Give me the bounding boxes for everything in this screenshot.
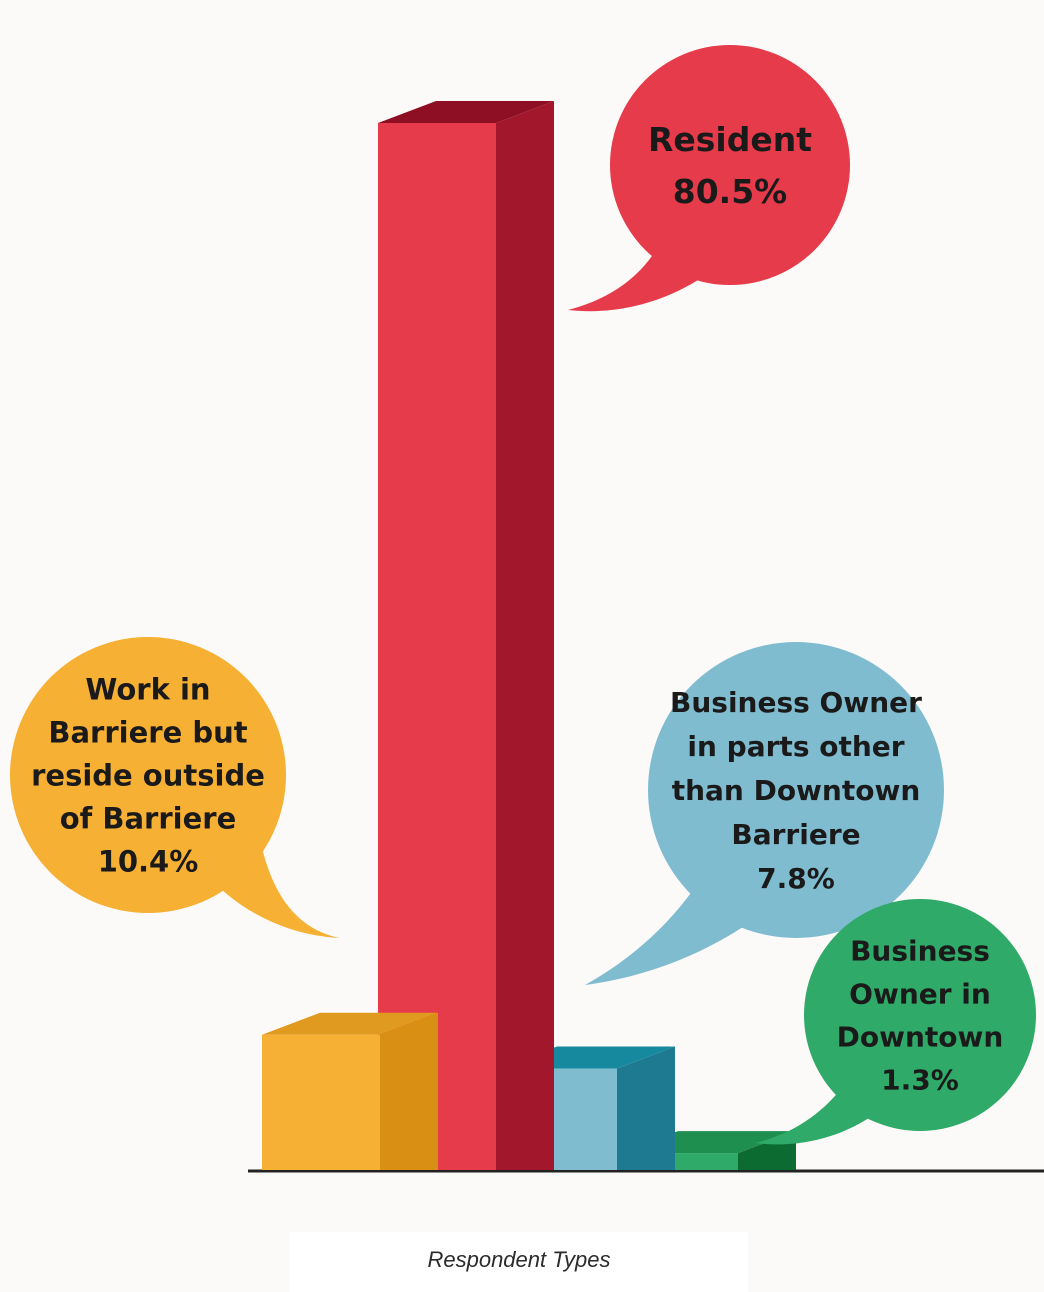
data-label: 80.5% [673, 172, 788, 211]
category-label: reside outside [31, 758, 265, 792]
callout-bubble-4: Business Owner in Downtown 1.3% [755, 899, 1036, 1145]
category-label: than Downtown [672, 774, 921, 807]
bar-front [378, 123, 496, 1170]
data-label: 1.3% [881, 1064, 959, 1097]
callout-circle [610, 45, 850, 285]
bar-top [262, 1012, 438, 1035]
bar-top [378, 101, 554, 123]
bar-side [496, 101, 554, 1170]
category-label: in parts other [687, 730, 904, 763]
bar-2 [378, 101, 554, 1170]
callout-bubble-3: Business Owner in parts other than Downtow… [585, 642, 944, 985]
category-label: of Barriere [60, 801, 237, 835]
chart-caption: Respondent Types [427, 1247, 611, 1272]
category-label: Business [850, 935, 990, 968]
category-label: Barriere [731, 818, 860, 851]
callout-bubble-1: Work in Barriere but reside outside of Barr… [10, 637, 340, 938]
caption-box [290, 1232, 748, 1292]
category-label: Business Owner [670, 686, 922, 719]
data-label: 10.4% [98, 844, 199, 878]
bar-front [262, 1034, 380, 1170]
category-label: Owner in [849, 978, 991, 1011]
callout-circle [10, 637, 286, 913]
callout-bubble-2: Resident 80.5% [568, 45, 850, 312]
category-label: Downtown [837, 1021, 1004, 1054]
callout-circle [648, 642, 944, 938]
category-label: Resident [648, 120, 812, 159]
category-label: Barriere but [48, 715, 247, 749]
category-label: Work in [85, 672, 210, 706]
data-label: 7.8% [757, 862, 835, 895]
bar-side [380, 1012, 438, 1170]
bar-1 [262, 1012, 438, 1170]
callout-circle [804, 899, 1036, 1131]
bar-side [617, 1046, 675, 1170]
